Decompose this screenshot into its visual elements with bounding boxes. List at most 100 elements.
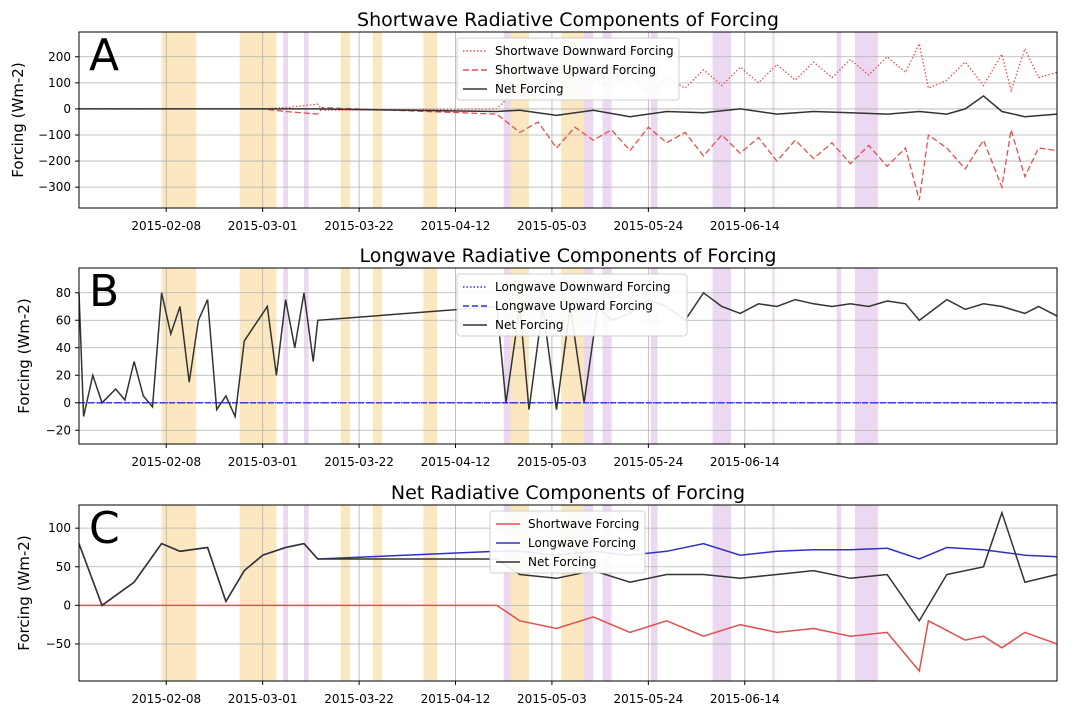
x-tick-label: 2015-03-01 (228, 219, 298, 233)
x-tick-label: 2015-06-14 (710, 692, 780, 706)
purple-band (303, 505, 309, 681)
series-line-net-forcing (78, 510, 1058, 623)
x-tick-label: 2015-06-14 (710, 455, 780, 469)
orange-band (239, 505, 277, 681)
legend-label: Net Forcing (495, 82, 564, 96)
legend-box (489, 510, 646, 574)
purple-band (283, 268, 288, 444)
orange-band (340, 505, 350, 681)
plot-frame (78, 31, 1058, 209)
y-tick-label: 100 (48, 521, 71, 535)
y-tick-label: −20 (46, 423, 71, 437)
x-tick-label: 2015-03-01 (228, 692, 298, 706)
purple-band (283, 32, 288, 208)
orange-band (239, 32, 277, 208)
purple-band (650, 505, 658, 681)
x-tick-label: 2015-06-14 (710, 219, 780, 233)
chart-title: Shortwave Radiative Components of Forcin… (357, 9, 779, 31)
x-tick-label: 2015-04-12 (421, 455, 491, 469)
x-tick-label: 2015-03-01 (228, 455, 298, 469)
purple-band (772, 505, 775, 681)
legend-label: Net Forcing (528, 555, 597, 569)
purple-band (584, 32, 594, 208)
panel-a: −300 −200 −100 0 100 200 2015-02-08 2015-03-01 2… (9, 9, 1058, 233)
purple-band (602, 505, 612, 681)
orange-band (161, 268, 197, 444)
y-tick-label: 200 (48, 50, 71, 64)
y-tick-label: −200 (38, 154, 71, 168)
panel-c: −50 0 50 100 2015-02-08 2015-03-01 2015-03-22 2… (15, 482, 1058, 706)
plot-frame (78, 504, 1058, 682)
series-line-net-forcing (79, 94, 1058, 118)
purple-band (854, 268, 878, 444)
x-tick-label: 2015-05-03 (517, 219, 587, 233)
x-tick-label: 2015-03-22 (324, 219, 394, 233)
plot-frame (78, 267, 1058, 445)
series-line-shortwave-upward-forcing (79, 106, 1058, 201)
legend-box (456, 37, 680, 101)
orange-band (372, 268, 383, 444)
purple-band (602, 32, 612, 208)
purple-band (584, 505, 594, 681)
purple-band (503, 268, 511, 444)
orange-band (372, 32, 383, 208)
x-tick-label: 2015-05-03 (517, 692, 587, 706)
orange-band (161, 32, 197, 208)
x-tick-label: 2015-02-08 (131, 692, 201, 706)
y-axis-label: Forcing (Wm-2) (9, 62, 27, 177)
purple-band (503, 32, 511, 208)
purple-band (283, 505, 288, 681)
y-tick-label: 20 (56, 368, 71, 382)
series-line-net-forcing (78, 291, 1058, 420)
purple-band (836, 32, 842, 208)
purple-band (602, 268, 612, 444)
y-tick-label: 50 (56, 560, 71, 574)
purple-band (772, 32, 775, 208)
legend-label: Longwave Upward Forcing (495, 299, 653, 313)
y-tick-label: −300 (38, 180, 71, 194)
orange-band (340, 32, 350, 208)
panel-b: −20 0 20 40 60 80 2015-02-08 2015-03-01 2015-03-… (15, 245, 1058, 469)
chart-title: Net Radiative Components of Forcing (391, 482, 745, 504)
x-tick-label: 2015-03-22 (324, 692, 394, 706)
legend-label: Shortwave Forcing (528, 517, 639, 531)
y-tick-label: 100 (48, 76, 71, 90)
y-tick-label: 40 (56, 341, 71, 355)
y-axis-label: Forcing (Wm-2) (15, 298, 33, 413)
x-tick-label: 2015-04-12 (421, 219, 491, 233)
orange-band (423, 505, 438, 681)
y-tick-label: 80 (56, 286, 71, 300)
x-tick-label: 2015-02-08 (131, 219, 201, 233)
y-tick-label: −100 (38, 128, 71, 142)
orange-band (423, 268, 438, 444)
series-line-shortwave-forcing (79, 604, 1058, 673)
legend-label: Net Forcing (495, 318, 564, 332)
orange-band (239, 268, 277, 444)
legend-label: Shortwave Downward Forcing (495, 44, 674, 58)
legend-label: Longwave Forcing (528, 536, 636, 550)
purple-band (854, 32, 878, 208)
orange-band (423, 32, 438, 208)
chart-title: Longwave Radiative Components of Forcing (360, 245, 777, 267)
orange-band (161, 505, 197, 681)
x-tick-label: 2015-05-03 (517, 455, 587, 469)
purple-band (650, 268, 658, 444)
legend-label: Shortwave Upward Forcing (495, 63, 656, 77)
y-axis-label: Forcing (Wm-2) (15, 535, 33, 650)
purple-band (836, 505, 842, 681)
y-tick-label: 0 (63, 598, 71, 612)
purple-band (503, 505, 511, 681)
x-tick-label: 2015-05-24 (613, 219, 683, 233)
legend-label: Longwave Downward Forcing (495, 280, 670, 294)
x-tick-label: 2015-04-12 (421, 692, 491, 706)
purple-band (712, 268, 731, 444)
panel-letter: A (89, 30, 119, 81)
x-tick-label: 2015-05-24 (613, 692, 683, 706)
purple-band (584, 268, 594, 444)
panel-letter: B (89, 266, 119, 317)
panel-letter: C (89, 503, 120, 554)
orange-band (340, 268, 350, 444)
legend-box (456, 273, 688, 337)
purple-band (712, 505, 731, 681)
